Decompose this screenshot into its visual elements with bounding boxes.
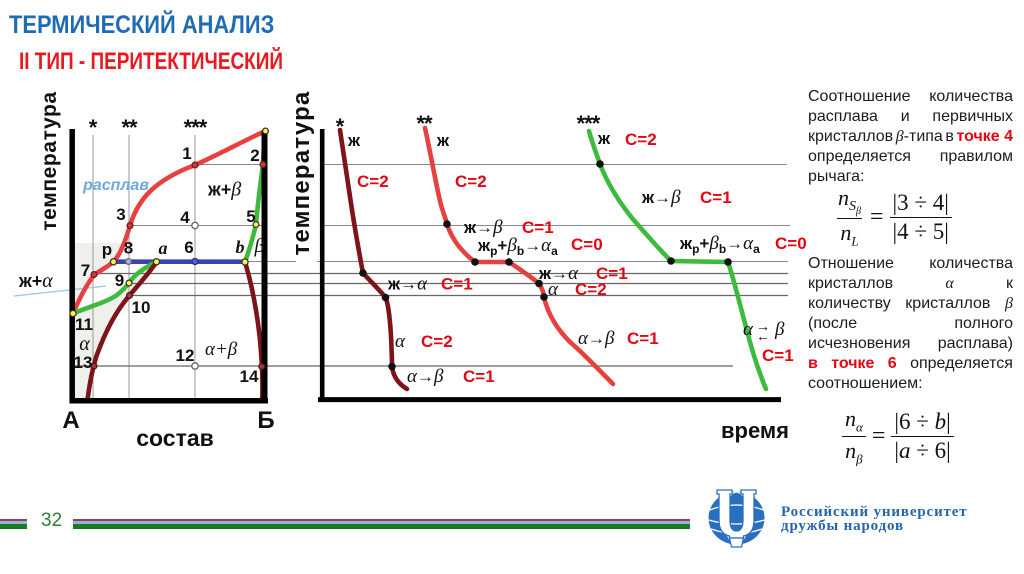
svg-text:α: α: [79, 333, 90, 355]
svg-text:4: 4: [180, 208, 190, 227]
svg-text:ж+β: ж+β: [207, 179, 241, 201]
svg-text:C=2: C=2: [357, 172, 389, 191]
svg-text:13: 13: [74, 353, 93, 372]
svg-text:7: 7: [81, 261, 90, 280]
svg-text:C=2: C=2: [625, 130, 657, 149]
svg-text:***: ***: [577, 111, 601, 136]
svg-text:C=0: C=0: [571, 235, 603, 254]
svg-text:→: →: [756, 318, 770, 334]
svg-text:←: ←: [756, 328, 770, 344]
svg-text:***: ***: [184, 115, 208, 140]
svg-text:C=2: C=2: [575, 280, 607, 299]
svg-text:C=1: C=1: [522, 218, 554, 237]
svg-text:ж+α: ж+α: [18, 270, 53, 292]
svg-text:температура: температура: [38, 91, 61, 230]
svg-text:расплав: расплав: [82, 177, 149, 194]
svg-text:2: 2: [250, 146, 259, 165]
svg-text:ж→α: ж→α: [387, 274, 428, 295]
svg-text:10: 10: [132, 298, 151, 317]
svg-text:C=1: C=1: [441, 275, 473, 294]
svg-text:состав: состав: [136, 425, 214, 451]
svg-text:ж→β: ж→β: [641, 187, 681, 208]
svg-text:6: 6: [184, 238, 193, 257]
svg-text:8: 8: [124, 239, 133, 258]
svg-text:a: a: [159, 238, 168, 258]
svg-text:β: β: [774, 319, 785, 340]
svg-text:C=1: C=1: [700, 188, 732, 207]
svg-text:А: А: [62, 407, 79, 434]
svg-text:C=1: C=1: [463, 367, 495, 386]
svg-text:время: время: [721, 418, 789, 443]
svg-text:α: α: [395, 331, 406, 352]
svg-text:C=2: C=2: [455, 172, 487, 191]
svg-text:**: **: [121, 115, 138, 140]
svg-text:жp+βb→αa: жp+βb→αa: [679, 233, 760, 256]
svg-text:α→β: α→β: [407, 366, 444, 387]
svg-text:ж→α: ж→α: [538, 263, 579, 284]
svg-text:температура: температура: [288, 91, 315, 256]
svg-text:**: **: [416, 111, 433, 136]
svg-text:C=1: C=1: [762, 346, 794, 365]
svg-text:α: α: [743, 319, 754, 340]
svg-text:жp+βb→αa: жp+βb→αa: [477, 235, 558, 258]
svg-text:11: 11: [75, 315, 93, 334]
svg-text:ж: ж: [597, 129, 611, 148]
svg-text:β: β: [254, 235, 265, 257]
svg-text:ж: ж: [347, 131, 361, 150]
svg-text:p: p: [102, 240, 112, 259]
svg-text:*: *: [336, 114, 345, 139]
svg-text:9: 9: [115, 271, 124, 290]
svg-text:C=1: C=1: [627, 329, 659, 348]
svg-text:14: 14: [240, 367, 259, 386]
svg-text:1: 1: [182, 144, 191, 163]
svg-text:ж: ж: [436, 131, 450, 150]
svg-text:α: α: [548, 279, 559, 300]
svg-text:12: 12: [176, 346, 195, 365]
svg-text:C=0: C=0: [775, 234, 807, 253]
svg-text:b: b: [236, 237, 245, 257]
svg-text:C=2: C=2: [421, 332, 453, 351]
svg-text:C=1: C=1: [596, 264, 628, 283]
svg-text:3: 3: [116, 205, 125, 224]
svg-text:*: *: [89, 115, 98, 140]
svg-text:5: 5: [246, 207, 255, 226]
svg-text:α+β: α+β: [205, 339, 238, 360]
svg-text:Б: Б: [257, 407, 274, 434]
svg-text:ж→β: ж→β: [463, 217, 503, 238]
svg-text:α→β: α→β: [578, 328, 615, 349]
